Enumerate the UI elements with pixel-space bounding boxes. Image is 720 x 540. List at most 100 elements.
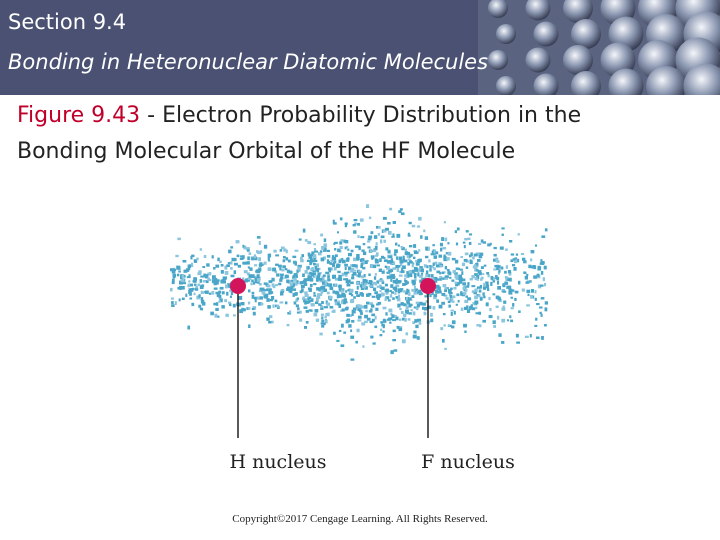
- cloud-dot: [253, 275, 257, 279]
- cloud-dot: [510, 259, 514, 263]
- cloud-dot: [495, 295, 500, 300]
- figure-title: Figure 9.43 - Electron Probability Distr…: [17, 98, 677, 170]
- cloud-dot: [360, 258, 365, 263]
- cloud-dot: [295, 304, 299, 308]
- cloud-dot: [530, 250, 535, 254]
- cloud-dot: [325, 271, 329, 274]
- cloud-dot: [483, 264, 487, 267]
- cloud-dot: [493, 246, 497, 250]
- cloud-dot: [462, 292, 467, 295]
- cloud-dot: [464, 238, 468, 241]
- cloud-dot: [465, 266, 469, 269]
- cloud-dot: [352, 223, 356, 227]
- cloud-dot: [502, 305, 505, 308]
- cloud-dot: [255, 269, 260, 272]
- cloud-dot: [444, 287, 448, 290]
- cloud-dot: [379, 279, 384, 282]
- cloud-dot: [276, 273, 280, 277]
- cloud-dot: [455, 242, 459, 246]
- sphere: [646, 66, 686, 95]
- cloud-dot: [477, 270, 482, 274]
- cloud-dot: [361, 322, 366, 326]
- cloud-dot: [439, 264, 443, 268]
- cloud-dot: [234, 262, 238, 266]
- cloud-dot: [275, 263, 279, 266]
- cloud-dot: [290, 287, 294, 291]
- cloud-dot: [242, 277, 245, 281]
- cloud-dot: [355, 245, 359, 248]
- cloud-dot: [381, 292, 385, 297]
- cloud-dot: [230, 267, 233, 270]
- cloud-dot: [495, 257, 499, 261]
- cloud-dot: [351, 276, 355, 280]
- cloud-dot: [368, 216, 372, 220]
- cloud-dot: [170, 287, 173, 292]
- cloud-dot: [433, 267, 436, 271]
- cloud-dot: [268, 321, 272, 324]
- sphere: [525, 47, 551, 73]
- cloud-dot: [376, 252, 379, 256]
- cloud-dot: [326, 272, 330, 276]
- cloud-dot: [476, 277, 479, 281]
- cloud-dot: [328, 268, 332, 273]
- cloud-dot: [498, 333, 502, 337]
- cloud-dot: [390, 254, 393, 257]
- cloud-dot: [249, 267, 253, 271]
- cloud-dot: [362, 243, 366, 246]
- cloud-dot: [187, 266, 191, 271]
- cloud-dot: [483, 295, 486, 299]
- cloud-dot: [416, 336, 420, 340]
- cloud-dot: [376, 285, 381, 288]
- cloud-dot: [407, 232, 410, 236]
- cloud-dot: [480, 276, 484, 280]
- cloud-dot: [294, 249, 299, 252]
- cloud-dot: [433, 280, 438, 283]
- cloud-dot: [463, 258, 468, 262]
- cloud-dot: [309, 261, 313, 265]
- cloud-dot: [246, 261, 250, 265]
- cloud-dot: [344, 263, 348, 267]
- cloud-dot: [423, 229, 426, 233]
- cloud-dot: [383, 259, 388, 262]
- cloud-dot: [274, 299, 278, 303]
- cloud-dot: [390, 260, 394, 264]
- cloud-dot: [419, 274, 423, 278]
- cloud-dot: [343, 331, 347, 334]
- cloud-dot: [362, 251, 367, 256]
- cloud-dot: [455, 283, 459, 287]
- cloud-dot: [392, 221, 396, 225]
- cloud-dot: [171, 280, 175, 285]
- cloud-dot: [510, 307, 514, 310]
- cloud-dot: [544, 324, 547, 327]
- cloud-dot: [445, 275, 449, 279]
- cloud-dot: [258, 257, 261, 262]
- cloud-dot: [382, 229, 387, 233]
- cloud-dot: [505, 277, 509, 281]
- cloud-dot: [501, 341, 505, 344]
- cloud-dot: [193, 292, 196, 296]
- cloud-dot: [248, 274, 252, 279]
- cloud-dot: [442, 284, 447, 288]
- cloud-dot: [213, 302, 217, 306]
- cloud-dot: [347, 279, 351, 283]
- cloud-dot: [406, 297, 409, 301]
- cloud-dot: [390, 278, 393, 282]
- cloud-dot: [243, 261, 247, 265]
- cloud-dot: [544, 228, 548, 232]
- cloud-dot: [381, 286, 385, 291]
- cloud-dot: [398, 210, 402, 213]
- cloud-dot: [303, 299, 306, 303]
- cloud-dot: [385, 288, 389, 293]
- cloud-dot: [494, 264, 499, 268]
- cloud-dot: [374, 260, 379, 264]
- cloud-dot: [422, 306, 425, 310]
- cloud-dot: [437, 286, 441, 290]
- cloud-dot: [302, 228, 306, 233]
- cloud-dot: [352, 272, 357, 276]
- cloud-dot: [473, 253, 478, 257]
- cloud-dot: [449, 294, 453, 299]
- cloud-dot: [516, 341, 520, 344]
- cloud-dot: [345, 280, 349, 284]
- cloud-dot: [222, 276, 227, 281]
- cloud-dot: [491, 277, 496, 281]
